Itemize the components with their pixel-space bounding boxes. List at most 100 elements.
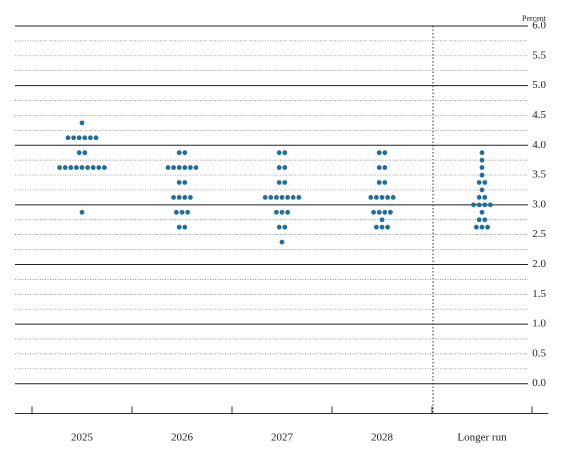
dot xyxy=(279,239,285,245)
dot xyxy=(296,194,302,200)
dot xyxy=(482,194,488,200)
dot xyxy=(382,150,388,156)
dot xyxy=(388,209,393,215)
dot xyxy=(379,194,385,200)
dot xyxy=(79,120,85,126)
dot xyxy=(276,165,282,170)
dot xyxy=(268,194,274,200)
dot xyxy=(479,172,485,178)
dot xyxy=(476,217,482,223)
dot xyxy=(379,224,385,230)
dot xyxy=(93,135,99,141)
dot xyxy=(82,135,88,141)
dot xyxy=(279,209,285,215)
y-tick-label: 2.0 xyxy=(532,258,546,270)
dot xyxy=(376,165,382,170)
dot xyxy=(176,194,182,200)
y-tick-label: 6.0 xyxy=(532,20,546,32)
dot xyxy=(176,165,182,170)
dot xyxy=(282,165,288,170)
dot xyxy=(176,180,182,185)
dot xyxy=(182,165,188,170)
dot xyxy=(479,150,485,156)
dot xyxy=(471,202,476,208)
dot xyxy=(479,165,485,170)
dot xyxy=(90,165,96,170)
dot xyxy=(165,165,171,170)
dot xyxy=(382,165,388,170)
dot xyxy=(368,194,374,200)
y-tick-label: 1.0 xyxy=(532,318,546,330)
dot xyxy=(476,180,482,185)
dot xyxy=(57,165,62,170)
dot xyxy=(185,209,191,215)
dot xyxy=(274,194,279,200)
dot xyxy=(65,135,71,141)
dot xyxy=(476,202,482,208)
dot xyxy=(488,202,493,208)
dot xyxy=(282,150,288,156)
dot xyxy=(290,194,296,200)
dot xyxy=(182,180,188,185)
dot xyxy=(188,194,193,200)
x-tick-label: 2028 xyxy=(371,432,394,444)
dot xyxy=(374,194,379,200)
dot xyxy=(96,165,102,170)
dot xyxy=(371,209,376,215)
dot xyxy=(390,194,396,200)
dot xyxy=(182,150,188,156)
dot xyxy=(382,180,388,185)
y-tick-label: 5.5 xyxy=(532,49,546,61)
dot xyxy=(176,150,182,156)
dot xyxy=(479,187,485,193)
dot xyxy=(82,150,88,156)
dot xyxy=(171,165,177,170)
dot xyxy=(171,194,177,200)
dot xyxy=(382,209,388,215)
x-tick-label: 2025 xyxy=(71,432,94,444)
dot xyxy=(182,194,188,200)
y-tick-label: 2.5 xyxy=(532,228,546,240)
dot xyxy=(479,224,485,230)
dot xyxy=(282,180,288,185)
dot xyxy=(76,135,82,141)
dot xyxy=(76,150,82,156)
dot xyxy=(479,209,485,215)
dot xyxy=(482,202,488,208)
dot xyxy=(71,135,76,141)
y-tick-label: 1.5 xyxy=(532,288,546,300)
dot xyxy=(85,165,90,170)
dot xyxy=(385,194,390,200)
dot xyxy=(282,224,288,230)
dot xyxy=(374,224,379,230)
x-tick-label: 2027 xyxy=(271,432,294,444)
dot xyxy=(474,224,479,230)
dot xyxy=(176,224,182,230)
dot xyxy=(376,209,382,215)
dot xyxy=(274,209,279,215)
dot xyxy=(79,165,85,170)
dot xyxy=(482,217,488,223)
dot xyxy=(276,150,282,156)
dot xyxy=(68,165,74,170)
dot xyxy=(482,180,488,185)
dot xyxy=(79,209,85,215)
dot xyxy=(285,194,290,200)
dot xyxy=(385,224,390,230)
dot xyxy=(174,209,179,215)
dot xyxy=(276,180,282,185)
x-tick-label: 2026 xyxy=(171,432,194,444)
dot xyxy=(188,165,193,170)
y-tick-label: 3.0 xyxy=(532,198,546,210)
y-tick-label: 4.0 xyxy=(532,139,546,151)
dot xyxy=(88,135,93,141)
dot xyxy=(279,194,285,200)
dot xyxy=(262,194,268,200)
y-axis-label: Percent xyxy=(522,14,547,23)
y-tick-label: 5.0 xyxy=(532,79,546,91)
dot xyxy=(74,165,79,170)
dot xyxy=(376,150,382,156)
y-tick-label: 0.5 xyxy=(532,347,546,359)
dot xyxy=(285,209,290,215)
